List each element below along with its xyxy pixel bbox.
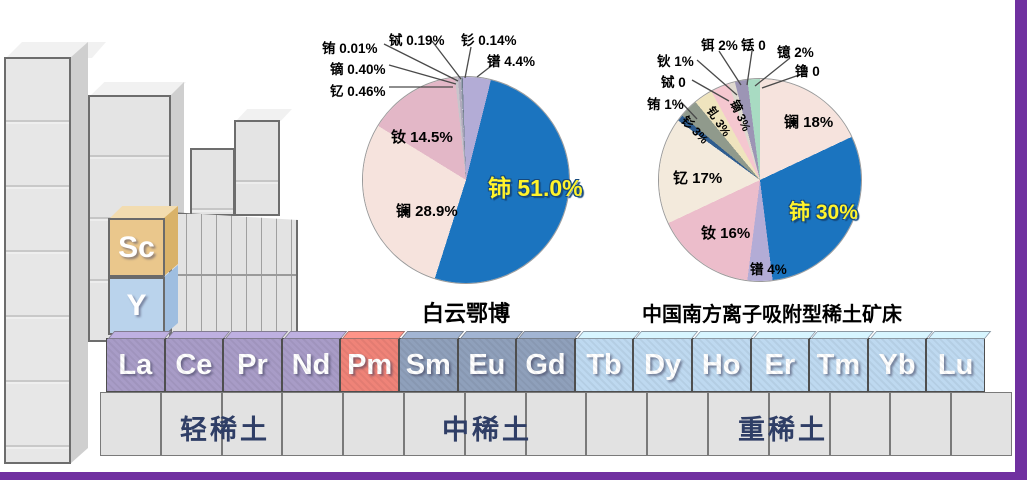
pie1-label-tb: 铽 0.19% [389,33,445,48]
frame-right-bar [1015,0,1027,480]
pie2-label-ce: 铈 30% [789,201,858,224]
element-symbol: Sc [118,230,155,264]
pie1-label-dy: 镝 0.40% [330,62,386,77]
element-tile-tb: Tb [574,338,634,392]
element-tile-yb: Yb [867,338,927,392]
element-tile-pr: Pr [223,338,282,392]
pie2-label-lu: 镥 0 [795,64,820,79]
pie2-label-nd: 钕 16% [701,225,751,242]
pie2-label-yb: 镱 2% [777,45,814,60]
element-tile-nd: Nd [281,338,341,392]
element-tile-sm: Sm [398,338,458,392]
element-tile-sc: Sc [108,218,165,277]
block-wall [170,212,298,340]
element-tile-pm: Pm [340,338,399,392]
sc-top-face [110,206,178,218]
element-tile-y: Y [108,277,165,335]
midtower-short [190,148,235,216]
pie1-label-la: 镧 28.9% [396,203,458,220]
element-tile-ce: Ce [164,338,224,392]
base-block-row [100,392,1012,456]
tower1-side-face [70,42,88,464]
tower1-top-face [6,42,106,58]
y-side-face [164,265,178,335]
midtower-tall [234,120,280,216]
pie1-label-y: 钇 0.46% [330,84,386,99]
pie1-label-sm: 钐 0.14% [461,33,517,48]
pie2-label-pr: 镨 4% [750,262,787,277]
element-tile-lu: Lu [926,338,985,392]
pie2-label-la: 镧 18% [784,114,834,131]
pie2-label-ho: 钬 1% [657,54,694,69]
group-label-light: 轻稀土 [180,415,270,445]
sc-side-face [164,206,178,276]
pie1-label-pr: 镨 4.4% [487,54,536,69]
element-tile-eu: Eu [457,338,517,392]
tower1 [4,57,71,464]
pie2-label-yy: 钇 17% [673,170,723,187]
pie2-title: 中国南方离子吸附型稀土矿床 [642,304,902,326]
lanthanide-row: La Ce Pr Nd Pm Sm Eu Gd Tb Dy Ho Er Tm Y… [106,338,985,392]
pie-chart-bayan-obo [363,77,569,283]
element-tile-ho: Ho [691,338,751,392]
pie1-title: 白云鄂博 [421,301,510,326]
pie1-label-ce: 铈 51.0% [488,175,583,201]
pie1-label-eu: 铕 0.01% [322,41,378,56]
element-tile-gd: Gd [516,338,575,392]
element-tile-tm: Tm [809,338,868,392]
midtower-top-face [236,109,292,121]
group-label-heavy: 重稀土 [738,415,828,445]
element-tile-er: Er [750,338,810,392]
group-label-medium: 中稀土 [442,415,532,445]
frame-bottom-bar [0,472,1027,480]
tower2-top-face [90,82,186,96]
pie2-label-eu: 铕 1% [647,97,684,112]
pie1-label-nd: 钕 14.5% [391,129,453,146]
pie2-label-er: 铒 2% [701,38,738,53]
element-symbol: Y [126,289,147,322]
element-tile-la: La [106,338,165,392]
pie2-label-tb: 铽 0 [661,75,686,90]
pie2-label-tm: 铥 0 [741,38,766,53]
element-tile-dy: Dy [633,338,692,392]
